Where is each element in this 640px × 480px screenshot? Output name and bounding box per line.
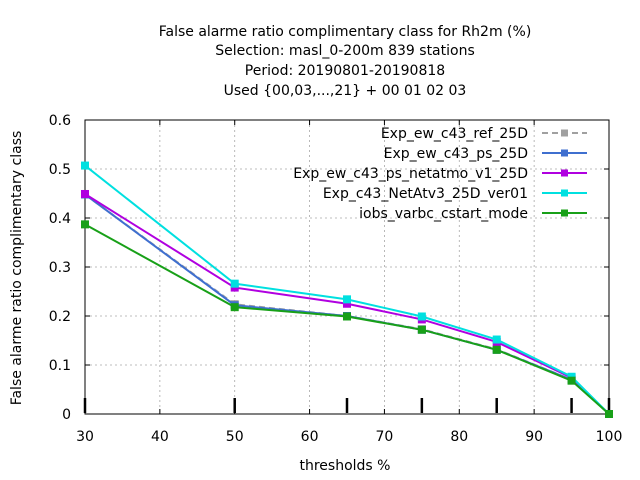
x-tick-label: 30 (76, 429, 94, 445)
legend-label: Exp_c43_NetAtv3_25D_ver01 (323, 186, 528, 202)
chart-title: False alarme ratio complimentary class f… (159, 24, 532, 99)
title-line-1: False alarme ratio complimentary class f… (159, 24, 532, 40)
legend-marker (561, 209, 568, 217)
y-tick-label: 0 (62, 407, 71, 423)
x-tick-label: 80 (450, 429, 468, 445)
y-tick-label: 0.4 (49, 211, 71, 227)
y-tick-label: 0.3 (49, 260, 71, 276)
legend-marker (561, 129, 568, 137)
y-tick-label: 0.1 (49, 358, 71, 374)
series-line (84, 164, 610, 415)
x-tick-label: 90 (525, 429, 543, 445)
y-tick-label: 0.6 (49, 113, 71, 129)
legend-marker (561, 169, 568, 177)
y-axis-label: False alarme ratio complimentary class (9, 131, 25, 406)
data-point (343, 312, 351, 321)
data-point (230, 279, 239, 288)
x-tick-label: 40 (151, 429, 169, 445)
legend-label: Exp_ew_c43_ref_25D (381, 126, 528, 142)
data-point (417, 325, 426, 334)
data-point (230, 303, 239, 312)
x-tick-label: 100 (596, 429, 623, 445)
title-line-3: Period: 20190801-20190818 (245, 63, 445, 79)
data-point (81, 189, 89, 198)
legend-label: iobs_varbc_cstart_mode (359, 206, 528, 222)
data-point (567, 376, 576, 385)
x-tick-label: 50 (226, 429, 244, 445)
data-point (492, 335, 501, 344)
legend: Exp_ew_c43_ref_25D Exp_ew_c43_ps_25D Exp_e… (293, 126, 587, 222)
data-point (343, 295, 351, 304)
data-point (417, 312, 426, 321)
data-point (605, 410, 613, 418)
tick-labels: 0 0.1 0.2 0.3 0.4 0.5 0.6 30 40 50 60 70 80 90 100 (49, 113, 623, 445)
y-tick-label: 0.5 (49, 162, 71, 178)
x-tick-label: 60 (301, 429, 319, 445)
axes (83, 119, 611, 415)
x-axis-label: thresholds % (300, 458, 391, 474)
legend-marker (561, 189, 568, 197)
legend-label: Exp_ew_c43_ps_25D (384, 146, 528, 162)
series-lines (81, 161, 613, 418)
legend-label: Exp_ew_c43_ps_netatmo_v1_25D (293, 166, 528, 182)
data-point (81, 220, 89, 229)
x-tick-label: 70 (376, 429, 394, 445)
title-line-4: Used {00,03,...,21} + 00 01 02 03 (224, 83, 467, 99)
data-point (81, 161, 89, 170)
title-line-2: Selection: masl_0-200m 839 stations (215, 43, 475, 59)
legend-marker (561, 149, 568, 157)
y-tick-label: 0.2 (49, 309, 71, 325)
data-point (492, 345, 501, 354)
